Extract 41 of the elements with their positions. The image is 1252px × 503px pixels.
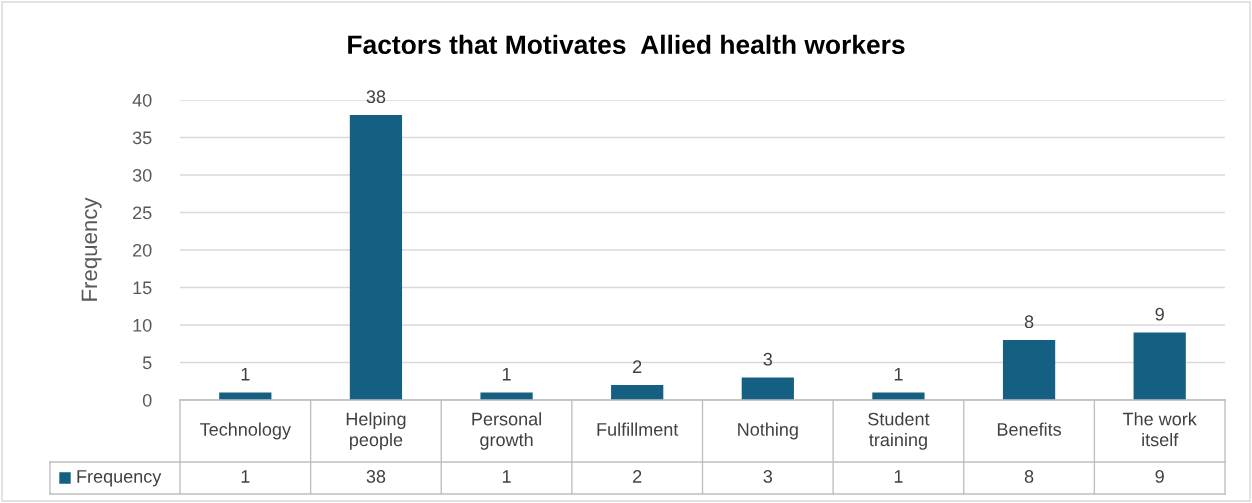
text: 1 [502, 470, 511, 483]
legend-label: Frequency [77, 470, 162, 487]
text: 38 [366, 470, 386, 483]
x-tick-label: Helping people [346, 412, 406, 450]
data-label: 38 [366, 90, 386, 104]
x-tick-label: Personal growth [472, 412, 541, 450]
data-label: 2 [633, 360, 642, 373]
data-label: 8 [1024, 315, 1034, 329]
y-tick-label: 30 [132, 168, 152, 182]
chart-title: Factors that Motivates Allied health workers [348, 34, 905, 55]
data-label: 9 [1155, 307, 1164, 321]
y-tick-label: 15 [133, 281, 152, 295]
y-tick-label: 5 [142, 356, 152, 370]
x-tick-label: The work itself [1122, 412, 1197, 447]
bar [611, 385, 664, 400]
x-tick-label: Nothing [738, 422, 798, 440]
bar [741, 377, 794, 400]
y-axis-title: Frequency [81, 197, 102, 301]
text: 1 [241, 470, 250, 483]
y-tick-label: 0 [142, 393, 152, 407]
x-tick-label: Technology [200, 422, 291, 440]
bar [349, 115, 403, 400]
text: 1 [894, 470, 903, 483]
x-tick-label: Benefits [997, 422, 1062, 436]
y-tick-label: 40 [132, 93, 152, 107]
text: 2 [633, 470, 642, 483]
data-label: 1 [241, 368, 250, 381]
bar [1133, 332, 1186, 400]
text: 9 [1155, 470, 1164, 483]
y-tick-label: 20 [133, 243, 152, 257]
x-tick-label: Fulfillment [597, 422, 679, 436]
text: 8 [1024, 470, 1034, 483]
data-label: 1 [894, 368, 903, 381]
y-tick-label: 10 [133, 318, 152, 332]
y-tick-label: 35 [132, 131, 152, 145]
x-tick-label: Student training [868, 412, 930, 450]
bar [1002, 340, 1056, 400]
text: 3 [763, 470, 773, 483]
data-label: 3 [763, 352, 773, 366]
data-label: 1 [502, 368, 511, 381]
y-tick-label: 25 [133, 206, 152, 220]
